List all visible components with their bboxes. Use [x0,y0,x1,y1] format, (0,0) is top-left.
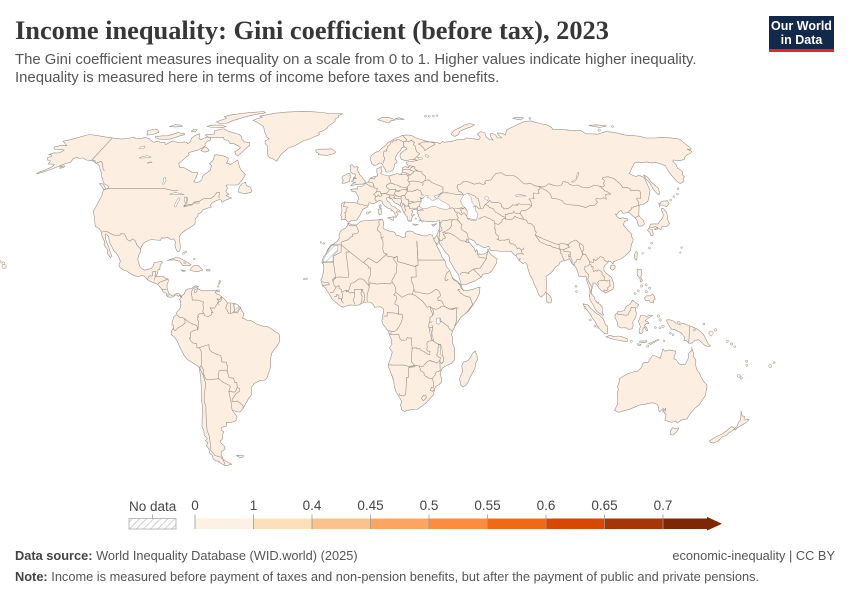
svg-text:No data: No data [129,499,177,514]
svg-text:0.4: 0.4 [303,498,322,513]
svg-text:0.7: 0.7 [654,498,673,513]
svg-text:1: 1 [250,498,258,513]
svg-text:0.6: 0.6 [537,498,556,513]
svg-text:0.45: 0.45 [357,498,383,513]
svg-text:0.65: 0.65 [591,498,617,513]
svg-text:0: 0 [191,498,199,513]
svg-text:0.55: 0.55 [474,498,500,513]
svg-text:0.5: 0.5 [420,498,439,513]
